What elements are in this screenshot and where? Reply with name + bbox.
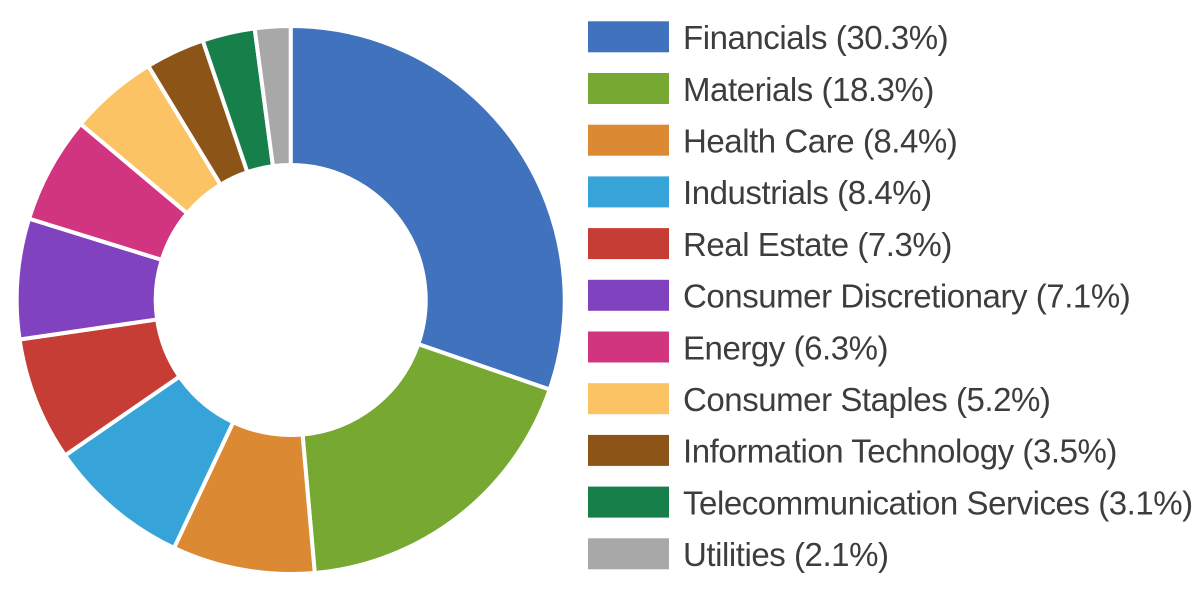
- svg-text:Utilities (2.1%): Utilities (2.1%): [683, 536, 889, 573]
- svg-text:Health Care (8.4%): Health Care (8.4%): [683, 123, 957, 160]
- svg-text:Telecommunication Services (3.: Telecommunication Services (3.1%): [683, 484, 1193, 521]
- svg-text:Financials (30.3%): Financials (30.3%): [683, 19, 948, 56]
- svg-text:Energy (6.3%): Energy (6.3%): [683, 329, 888, 366]
- svg-text:Consumer Discretionary (7.1%): Consumer Discretionary (7.1%): [683, 278, 1130, 315]
- svg-text:Consumer Staples (5.2%): Consumer Staples (5.2%): [683, 381, 1050, 418]
- svg-text:Real Estate (7.3%): Real Estate (7.3%): [683, 226, 952, 263]
- svg-text:Industrials (8.4%): Industrials (8.4%): [683, 174, 932, 211]
- svg-text:Materials (18.3%): Materials (18.3%): [683, 71, 934, 108]
- svg-text:Information Technology (3.5%): Information Technology (3.5%): [683, 433, 1117, 470]
